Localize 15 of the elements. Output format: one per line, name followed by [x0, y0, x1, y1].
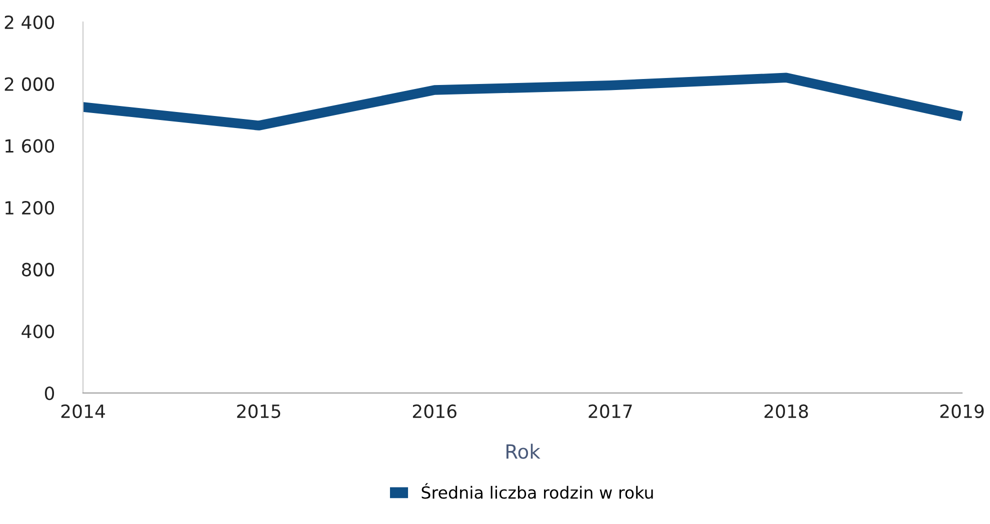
x-tick-label: 2019 [940, 404, 984, 418]
x-tick-label: 2015 [237, 404, 280, 418]
x-tick-label: 2017 [588, 404, 632, 418]
x-axis-title: Rok [506, 444, 540, 459]
y-tick-label: 400 [22, 324, 54, 338]
y-tick-label: 1 200 [6, 200, 54, 215]
y-tick-label: 2 000 [4, 77, 54, 91]
x-tick-label: 2018 [764, 404, 808, 418]
y-tick-label: 800 [22, 262, 54, 276]
x-tick-label: 2014 [61, 404, 105, 418]
y-tick-label: 0 [44, 386, 54, 400]
legend-label: Średnia liczba rodzin w roku [422, 483, 653, 499]
y-tick-label: 1 600 [6, 139, 54, 153]
y-tick-label: 2 400 [4, 15, 54, 30]
x-tick-label: 2016 [412, 404, 456, 418]
